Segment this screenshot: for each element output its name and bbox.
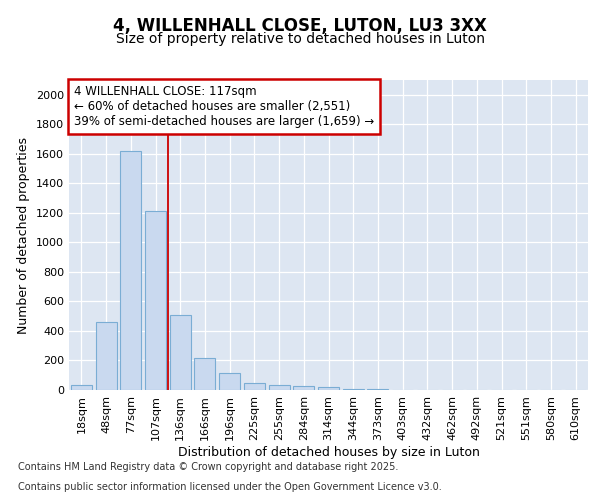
Bar xyxy=(95,322,116,390)
Bar xyxy=(293,386,314,390)
X-axis label: Distribution of detached houses by size in Luton: Distribution of detached houses by size … xyxy=(178,446,479,458)
Bar xyxy=(269,385,290,390)
Text: Size of property relative to detached houses in Luton: Size of property relative to detached ho… xyxy=(115,32,485,46)
Text: 4, WILLENHALL CLOSE, LUTON, LU3 3XX: 4, WILLENHALL CLOSE, LUTON, LU3 3XX xyxy=(113,18,487,36)
Bar xyxy=(170,314,191,390)
Bar xyxy=(343,389,364,390)
Y-axis label: Number of detached properties: Number of detached properties xyxy=(17,136,31,334)
Text: Contains public sector information licensed under the Open Government Licence v3: Contains public sector information licen… xyxy=(18,482,442,492)
Bar xyxy=(145,212,166,390)
Bar xyxy=(120,151,141,390)
Bar xyxy=(318,387,339,390)
Bar xyxy=(71,385,92,390)
Bar xyxy=(194,358,215,390)
Text: 4 WILLENHALL CLOSE: 117sqm
← 60% of detached houses are smaller (2,551)
39% of s: 4 WILLENHALL CLOSE: 117sqm ← 60% of deta… xyxy=(74,84,374,128)
Bar xyxy=(244,382,265,390)
Text: Contains HM Land Registry data © Crown copyright and database right 2025.: Contains HM Land Registry data © Crown c… xyxy=(18,462,398,472)
Bar xyxy=(219,373,240,390)
